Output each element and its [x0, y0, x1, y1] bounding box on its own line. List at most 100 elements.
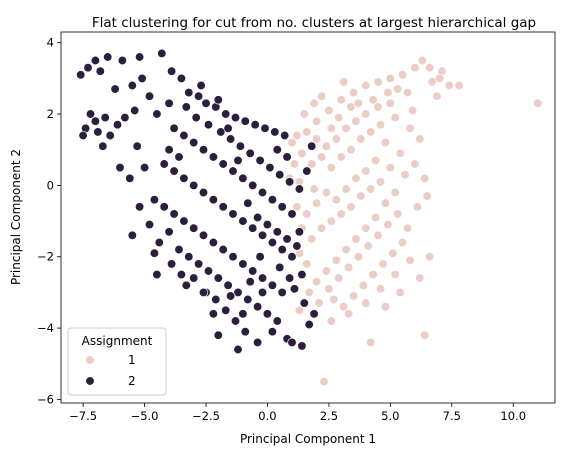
point-1-44	[331, 195, 341, 205]
point-2-143	[275, 262, 285, 273]
point-2-22	[201, 98, 211, 108]
point-2-19	[176, 73, 187, 84]
point-2-110	[132, 141, 142, 151]
point-1-2	[324, 105, 334, 116]
x-axis-label: Principal Component 1	[240, 432, 376, 446]
point-2-25	[230, 112, 241, 123]
point-1-112	[338, 77, 349, 87]
point-2-99	[225, 134, 236, 144]
point-1-104	[420, 330, 430, 340]
point-1-124	[334, 112, 344, 123]
point-2-66	[228, 252, 238, 262]
y-tick-label: −2	[37, 250, 54, 264]
point-1-31	[336, 152, 346, 162]
point-1-73	[314, 298, 324, 308]
point-1-33	[356, 134, 366, 144]
point-2-148	[134, 202, 145, 212]
point-2-103	[265, 162, 275, 173]
point-2-135	[304, 319, 314, 330]
point-2-65	[218, 244, 228, 255]
point-2-127	[262, 219, 273, 230]
point-2-159	[257, 287, 268, 298]
point-1-82	[402, 223, 413, 233]
point-1-7	[385, 73, 395, 84]
point-1-90	[368, 269, 378, 280]
point-2-52	[238, 216, 248, 226]
point-2-27	[250, 120, 260, 130]
point-2-114	[93, 127, 103, 137]
point-2-63	[198, 230, 209, 240]
point-1-64	[361, 223, 371, 233]
point-2-125	[243, 198, 253, 208]
point-1-97	[375, 284, 386, 294]
point-1-93	[338, 302, 349, 312]
point-1-30	[326, 162, 336, 173]
point-2-17	[157, 48, 167, 59]
point-1-100	[415, 273, 425, 283]
point-2-74	[193, 259, 204, 269]
point-2-0	[76, 70, 86, 80]
point-1-54	[346, 202, 356, 212]
point-2-46	[179, 173, 189, 183]
point-2-124	[233, 155, 243, 166]
point-1-14	[434, 73, 445, 84]
point-2-151	[149, 248, 160, 258]
point-1-27	[297, 148, 307, 158]
point-1-76	[343, 262, 354, 273]
point-1-48	[292, 202, 302, 212]
point-2-12	[110, 84, 120, 94]
point-2-88	[267, 327, 278, 337]
point-1-92	[348, 291, 359, 301]
point-2-10	[120, 112, 130, 123]
x-tick-label: 10.0	[500, 409, 526, 423]
point-1-0	[299, 109, 309, 119]
point-1-59	[395, 148, 405, 158]
point-2-18	[166, 66, 177, 76]
point-1-45	[321, 187, 332, 198]
x-tick-label: 5.0	[381, 409, 399, 423]
point-2-122	[213, 95, 223, 105]
x-tick-label: 0.0	[258, 409, 276, 423]
point-1-91	[358, 280, 368, 290]
point-1-28	[307, 159, 317, 169]
point-1-120	[309, 184, 319, 194]
point-1-94	[329, 294, 339, 305]
point-2-119	[164, 98, 174, 108]
point-1-37	[405, 123, 415, 133]
point-2-61	[179, 216, 189, 226]
point-1-39	[380, 137, 391, 148]
point-2-79	[243, 294, 253, 305]
point-2-13	[103, 52, 113, 62]
chart-title: Flat clustering for cut from no. cluster…	[92, 15, 536, 31]
point-1-67	[331, 255, 341, 265]
point-2-76	[213, 273, 223, 283]
point-2-93	[233, 344, 243, 355]
point-1-122	[427, 77, 437, 87]
point-2-78	[233, 287, 243, 298]
point-2-47	[189, 180, 199, 191]
point-1-99	[405, 255, 415, 265]
point-1-70	[302, 259, 312, 269]
point-2-14	[117, 55, 128, 66]
legend-marker-1	[85, 355, 95, 365]
point-1-77	[353, 252, 364, 262]
point-1-35	[375, 120, 386, 130]
point-2-112	[115, 162, 125, 173]
point-2-67	[238, 259, 248, 269]
point-1-21	[331, 134, 341, 144]
point-1-40	[370, 155, 381, 166]
plot-frame	[60, 31, 556, 404]
x-tick-label: 2.5	[320, 409, 338, 423]
point-2-20	[184, 87, 194, 98]
point-2-75	[203, 266, 214, 276]
point-2-82	[272, 316, 282, 326]
point-2-58	[149, 195, 160, 205]
point-1-115	[393, 84, 403, 94]
point-2-85	[230, 316, 241, 326]
point-2-28	[260, 123, 270, 133]
point-2-142	[255, 252, 265, 262]
point-2-55	[267, 237, 278, 248]
point-1-51	[316, 223, 327, 233]
points-layer	[76, 48, 543, 387]
